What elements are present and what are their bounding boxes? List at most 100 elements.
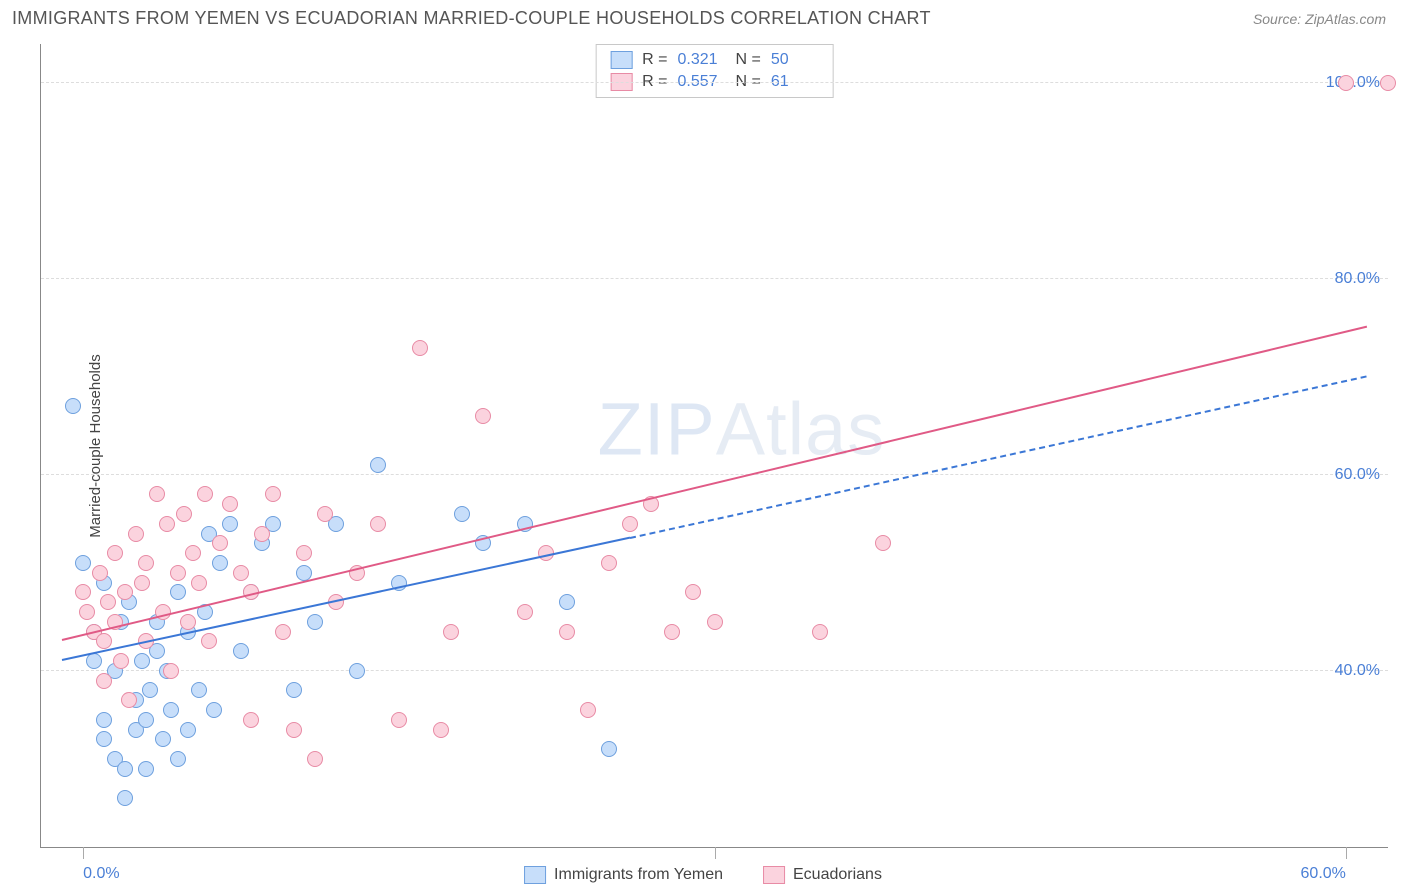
data-point <box>433 722 449 738</box>
x-tick-label: 60.0% <box>1301 865 1346 883</box>
data-point <box>107 545 123 561</box>
legend-swatch <box>524 866 546 884</box>
data-point <box>206 702 222 718</box>
data-point <box>138 712 154 728</box>
stats-row: R =0.321N =50 <box>610 49 819 71</box>
x-tick <box>715 847 716 859</box>
source-label: Source: ZipAtlas.com <box>1253 11 1386 27</box>
data-point <box>113 653 129 669</box>
data-point <box>812 624 828 640</box>
data-point <box>117 761 133 777</box>
chart-title: IMMIGRANTS FROM YEMEN VS ECUADORIAN MARR… <box>12 8 931 29</box>
data-point <box>197 486 213 502</box>
data-point <box>79 604 95 620</box>
data-point <box>391 712 407 728</box>
data-point <box>307 614 323 630</box>
data-point <box>155 731 171 747</box>
data-point <box>134 575 150 591</box>
series-legend: Immigrants from Yemen Ecuadorians <box>524 866 882 884</box>
data-point <box>100 594 116 610</box>
grid-line <box>41 474 1388 475</box>
data-point <box>265 486 281 502</box>
grid-line <box>41 82 1388 83</box>
data-point <box>96 673 112 689</box>
legend-item: Immigrants from Yemen <box>524 866 723 884</box>
data-point <box>233 643 249 659</box>
data-point <box>286 682 302 698</box>
scatter-chart: ZIPAtlas R =0.321N =50R =0.557N =61 40.0… <box>40 44 1388 848</box>
data-point <box>134 653 150 669</box>
y-tick-label: 40.0% <box>1335 662 1380 680</box>
data-point <box>370 457 386 473</box>
data-point <box>370 516 386 532</box>
data-point <box>412 340 428 356</box>
data-point <box>517 604 533 620</box>
n-label: N = <box>736 51 761 69</box>
data-point <box>875 535 891 551</box>
data-point <box>138 761 154 777</box>
data-point <box>163 663 179 679</box>
data-point <box>707 614 723 630</box>
data-point <box>65 398 81 414</box>
data-point <box>170 565 186 581</box>
data-point <box>254 526 270 542</box>
legend-label: Ecuadorians <box>793 866 882 884</box>
data-point <box>286 722 302 738</box>
grid-line <box>41 278 1388 279</box>
data-point <box>121 692 137 708</box>
data-point <box>201 633 217 649</box>
y-tick-label: 60.0% <box>1335 466 1380 484</box>
data-point <box>559 594 575 610</box>
data-point <box>275 624 291 640</box>
data-point <box>170 751 186 767</box>
data-point <box>685 584 701 600</box>
data-point <box>142 682 158 698</box>
data-point <box>443 624 459 640</box>
data-point <box>75 584 91 600</box>
trend-line <box>630 375 1367 539</box>
data-point <box>96 712 112 728</box>
data-point <box>233 565 249 581</box>
data-point <box>1380 75 1396 91</box>
data-point <box>180 722 196 738</box>
grid-line <box>41 670 1388 671</box>
data-point <box>664 624 680 640</box>
data-point <box>212 555 228 571</box>
data-point <box>185 545 201 561</box>
data-point <box>159 516 175 532</box>
data-point <box>296 545 312 561</box>
data-point <box>559 624 575 640</box>
data-point <box>96 731 112 747</box>
data-point <box>170 584 186 600</box>
data-point <box>243 712 259 728</box>
data-point <box>176 506 192 522</box>
n-value: 50 <box>771 51 819 69</box>
data-point <box>622 516 638 532</box>
x-tick <box>83 847 84 859</box>
data-point <box>191 575 207 591</box>
legend-label: Immigrants from Yemen <box>554 866 723 884</box>
y-tick-label: 80.0% <box>1335 270 1380 288</box>
data-point <box>117 584 133 600</box>
data-point <box>580 702 596 718</box>
legend-item: Ecuadorians <box>763 866 882 884</box>
data-point <box>222 496 238 512</box>
legend-swatch <box>610 51 632 69</box>
data-point <box>222 516 238 532</box>
data-point <box>117 790 133 806</box>
data-point <box>601 741 617 757</box>
data-point <box>1338 75 1354 91</box>
r-label: R = <box>642 51 667 69</box>
data-point <box>475 408 491 424</box>
data-point <box>149 486 165 502</box>
data-point <box>191 682 207 698</box>
data-point <box>180 614 196 630</box>
data-point <box>163 702 179 718</box>
data-point <box>75 555 91 571</box>
stats-legend: R =0.321N =50R =0.557N =61 <box>595 44 834 98</box>
data-point <box>212 535 228 551</box>
data-point <box>92 565 108 581</box>
trend-line <box>62 326 1367 641</box>
data-point <box>128 526 144 542</box>
watermark: ZIPAtlas <box>598 387 886 472</box>
